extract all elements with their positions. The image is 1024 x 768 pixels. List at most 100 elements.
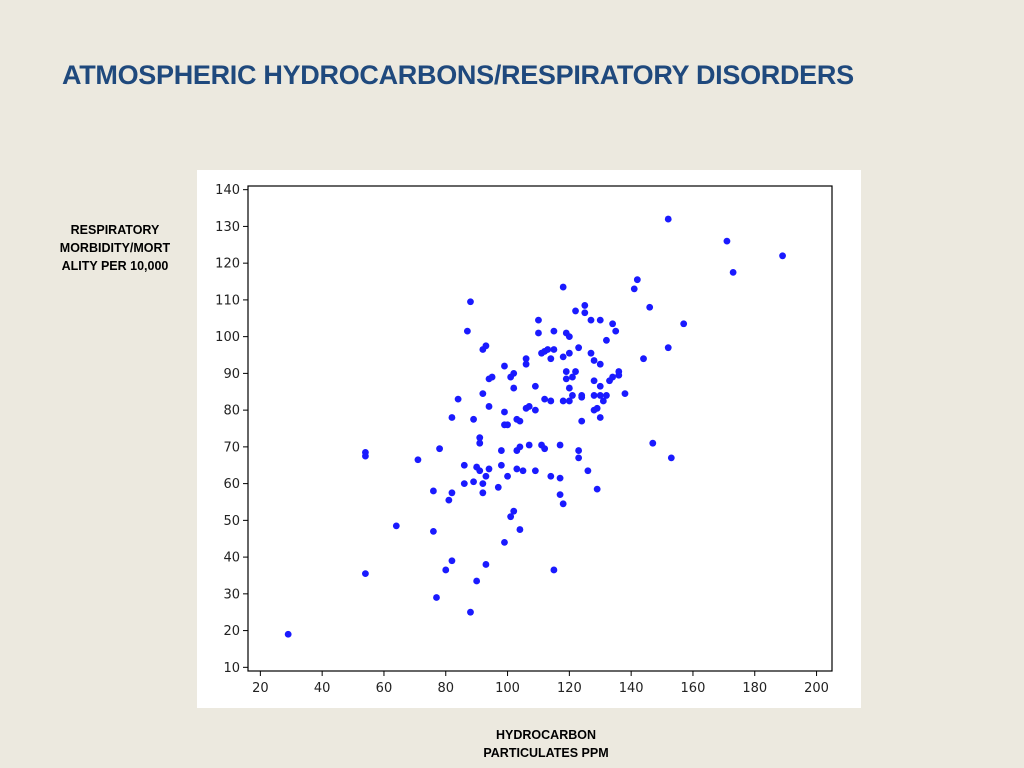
data-point	[544, 346, 552, 353]
data-point	[362, 452, 369, 460]
data-point	[581, 309, 589, 317]
data-point	[476, 439, 484, 447]
data-point	[482, 561, 490, 568]
data-point	[723, 237, 731, 245]
data-point	[667, 454, 675, 462]
x-tick-label: 20	[252, 681, 269, 696]
data-point	[550, 566, 558, 574]
data-point	[467, 608, 474, 616]
data-point	[556, 474, 564, 482]
data-point	[569, 392, 576, 399]
data-point	[497, 461, 505, 469]
data-point	[541, 445, 549, 453]
data-point	[501, 362, 508, 370]
data-point	[414, 456, 422, 464]
data-point	[522, 360, 530, 368]
data-point	[531, 406, 539, 414]
data-point	[603, 336, 610, 344]
data-point	[454, 395, 462, 403]
x-tick-label: 100	[495, 681, 520, 696]
y-tick-label: 40	[223, 551, 240, 566]
data-point	[445, 496, 453, 504]
y-tick-label: 90	[223, 367, 240, 382]
data-point	[556, 491, 564, 499]
data-point	[593, 404, 601, 412]
data-point	[513, 465, 521, 473]
y-tick-label: 110	[215, 293, 240, 308]
data-point	[599, 397, 607, 405]
x-tick-label: 60	[376, 681, 393, 696]
x-axis-label-line: PARTICULATES PPM	[483, 746, 609, 760]
data-point	[525, 403, 533, 410]
data-point	[572, 368, 579, 375]
data-point	[482, 472, 490, 480]
data-point	[729, 268, 737, 276]
data-point	[488, 373, 496, 381]
data-point	[501, 539, 508, 546]
data-point	[615, 371, 623, 379]
data-point	[547, 355, 555, 363]
data-point	[516, 526, 524, 533]
data-point	[448, 557, 456, 565]
x-axis-label-line: HYDROCARBON	[496, 728, 596, 742]
data-point	[584, 467, 592, 475]
data-point	[569, 373, 576, 381]
data-point	[596, 382, 604, 390]
data-point	[559, 283, 567, 291]
data-point	[470, 415, 477, 423]
data-point	[362, 570, 369, 578]
data-point	[593, 485, 601, 493]
data-point	[436, 445, 443, 453]
data-point	[562, 375, 570, 383]
y-tick-label: 80	[223, 404, 240, 419]
y-tick-label: 60	[223, 477, 240, 492]
data-point	[559, 500, 567, 508]
data-point	[664, 215, 672, 223]
data-point	[621, 390, 629, 397]
data-point	[485, 465, 493, 473]
data-point	[476, 467, 484, 475]
y-tick-label: 30	[223, 587, 240, 602]
data-point	[565, 384, 573, 392]
data-point	[575, 344, 583, 352]
data-point	[433, 594, 440, 601]
plot-frame	[247, 185, 833, 672]
data-point	[609, 320, 617, 328]
points-layer	[284, 215, 786, 638]
data-point	[479, 390, 487, 397]
data-point	[479, 489, 487, 497]
x-tick-label: 160	[681, 681, 706, 696]
data-point	[596, 360, 604, 368]
data-point	[596, 316, 604, 324]
x-tick-label: 200	[804, 681, 829, 696]
data-point	[590, 377, 598, 385]
y-axis-label: RESPIRATORY MORBIDITY/MORT ALITY PER 10,…	[40, 221, 190, 275]
data-point	[565, 349, 573, 357]
data-point	[516, 417, 524, 425]
data-point	[578, 417, 586, 425]
data-point	[516, 443, 524, 451]
y-tick-label: 120	[215, 257, 240, 272]
data-point	[460, 461, 468, 469]
y-tick-label: 50	[223, 514, 240, 529]
data-point	[284, 630, 292, 638]
data-point	[448, 489, 456, 497]
data-point	[392, 522, 400, 530]
chart-panel: 20 40 60 80 100 120 140 160 180 200 10 20 30 40 50 60 70…	[197, 170, 861, 708]
data-point	[497, 447, 505, 454]
data-point	[442, 566, 450, 574]
y-tick-label: 130	[215, 220, 240, 235]
x-tick-label: 80	[437, 681, 454, 696]
data-point	[541, 395, 549, 403]
y-tick-label: 10	[223, 661, 240, 676]
data-point	[575, 454, 583, 462]
slide-title: ATMOSPHERIC HYDROCARBONS/RESPIRATORY DIS…	[62, 60, 854, 90]
data-point	[565, 333, 573, 341]
y-tick-label: 70	[223, 440, 240, 455]
x-tick-label: 120	[557, 681, 582, 696]
data-point	[510, 384, 518, 392]
y-axis-label-line: MORBIDITY/MORT	[59, 241, 171, 255]
data-point	[504, 421, 511, 429]
data-point	[476, 434, 484, 442]
y-axis-label-line: ALITY PER 10,000	[61, 259, 169, 273]
